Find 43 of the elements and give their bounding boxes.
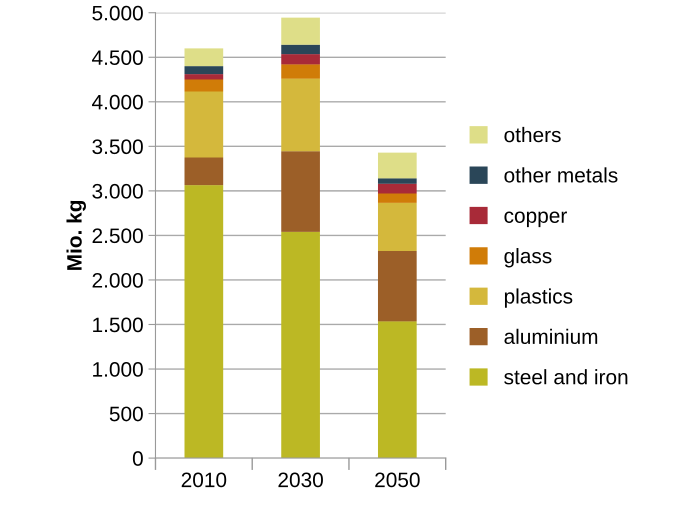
- y-tick-label: 1.500: [93, 317, 143, 332]
- x-tick-label: 2030: [278, 472, 323, 488]
- legend-label: steel and iron: [504, 369, 628, 384]
- legend-label: plastics: [504, 288, 572, 308]
- bar: [281, 54, 320, 64]
- y-tick-label: 5.000: [92, 6, 143, 20]
- bar: [184, 66, 224, 74]
- y-tick-label: 0: [132, 451, 143, 466]
- bar: [281, 232, 320, 458]
- y-tick-label: 2.000: [92, 272, 143, 288]
- y-tick-label: 4.500: [92, 50, 143, 66]
- y-tick-label: 1.000: [93, 362, 143, 377]
- y-tick-label: 2.500: [92, 228, 143, 244]
- legend-label: other metals: [504, 167, 618, 183]
- bar: [184, 48, 224, 66]
- y-tick-label: 4.000: [92, 94, 143, 110]
- bar: [378, 184, 417, 194]
- legend-label: aluminium: [504, 328, 598, 344]
- bar: [281, 64, 320, 79]
- bar: [378, 194, 417, 203]
- bar: [184, 80, 224, 92]
- bar: [378, 251, 417, 322]
- x-tick-label: 2050: [375, 472, 420, 488]
- y-axis-title: Mio. kg: [66, 200, 86, 270]
- bar: [184, 74, 224, 80]
- x-tick-label: 2010: [182, 472, 226, 488]
- bar: [184, 185, 224, 458]
- bar: [281, 18, 320, 45]
- bar: [378, 202, 417, 251]
- bar: [281, 151, 320, 232]
- bar: [184, 92, 224, 158]
- bar: [378, 178, 417, 184]
- bar: [281, 44, 320, 54]
- bar: [378, 152, 417, 178]
- bar: [184, 157, 224, 186]
- legend-label: glass: [504, 248, 552, 268]
- y-tick-label: 3.000: [92, 184, 143, 199]
- bar: [281, 78, 320, 152]
- legend-label: copper: [504, 212, 567, 228]
- bar: [378, 321, 417, 458]
- legend-label: others: [504, 126, 561, 142]
- y-tick-label: 3.500: [92, 139, 143, 154]
- y-tick-label: 500: [110, 406, 143, 422]
